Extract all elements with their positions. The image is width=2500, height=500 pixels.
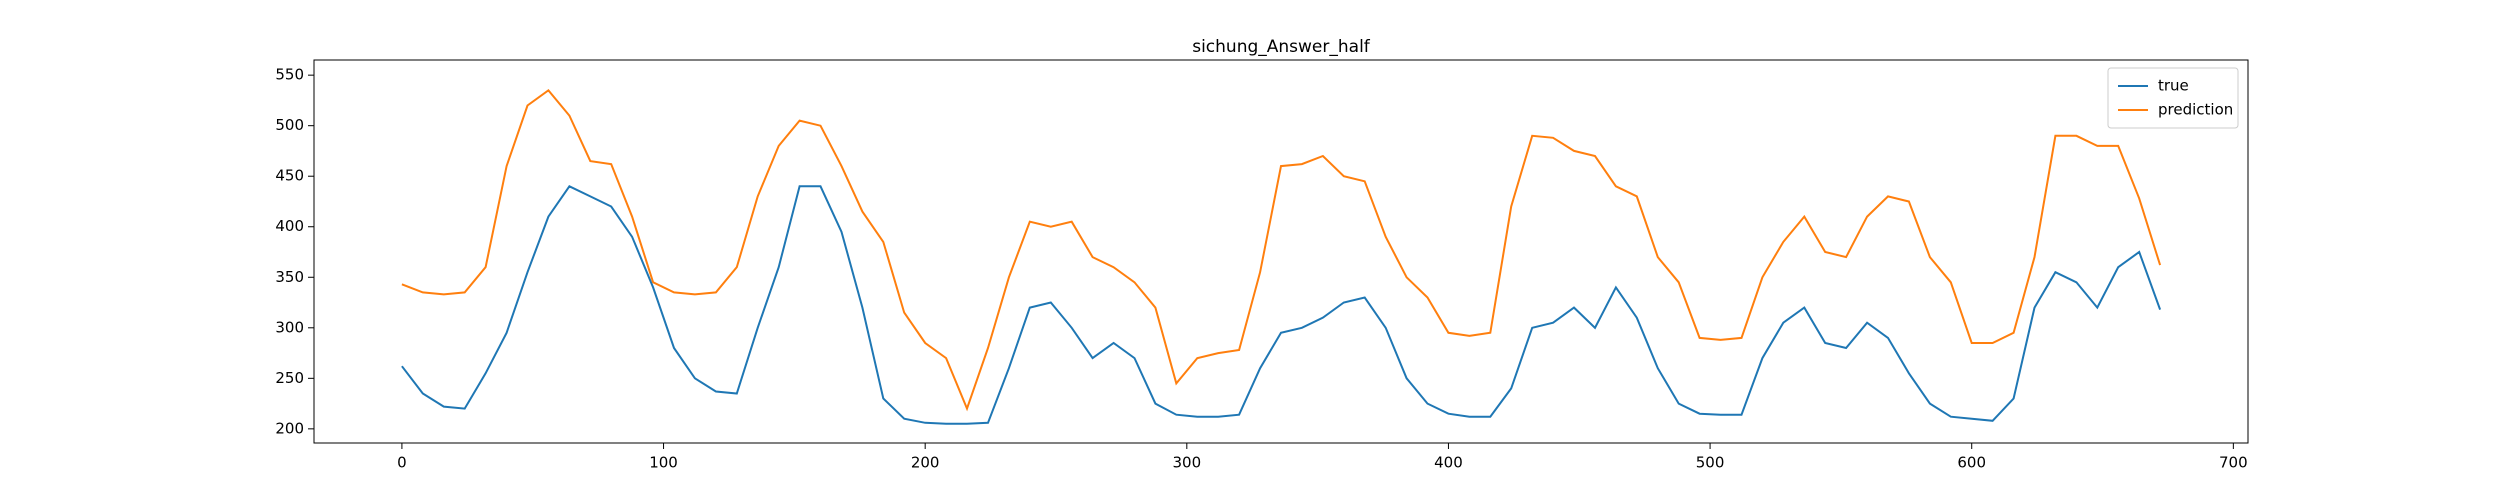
legend-label: prediction [2158, 101, 2233, 119]
y-tick-label: 400 [275, 217, 304, 235]
y-tick-label: 250 [275, 369, 304, 387]
line-series [401, 185, 2162, 425]
legend-label: true [2158, 77, 2189, 95]
y-tick-label: 500 [275, 116, 304, 134]
y-tick-label: 550 [275, 66, 304, 84]
line-series [401, 88, 2162, 412]
x-tick-label: 200 [911, 454, 940, 472]
x-tick-label: 100 [649, 454, 678, 472]
x-tick-label: 0 [397, 454, 407, 472]
x-tick-label: 300 [1172, 454, 1201, 472]
x-tick-label: 700 [2219, 454, 2248, 472]
y-tick-label: 200 [275, 419, 304, 437]
y-tick-label: 350 [275, 268, 304, 286]
legend-box [2107, 67, 2239, 129]
x-tick-label: 600 [1957, 454, 1986, 472]
y-tick-label: 300 [275, 318, 304, 336]
x-tick-label: 400 [1434, 454, 1463, 472]
y-tick-label: 450 [275, 167, 304, 185]
plot-frame [313, 59, 2249, 444]
x-tick-label: 500 [1696, 454, 1725, 472]
chart-title: sichung_Answer_half [1192, 37, 1371, 57]
